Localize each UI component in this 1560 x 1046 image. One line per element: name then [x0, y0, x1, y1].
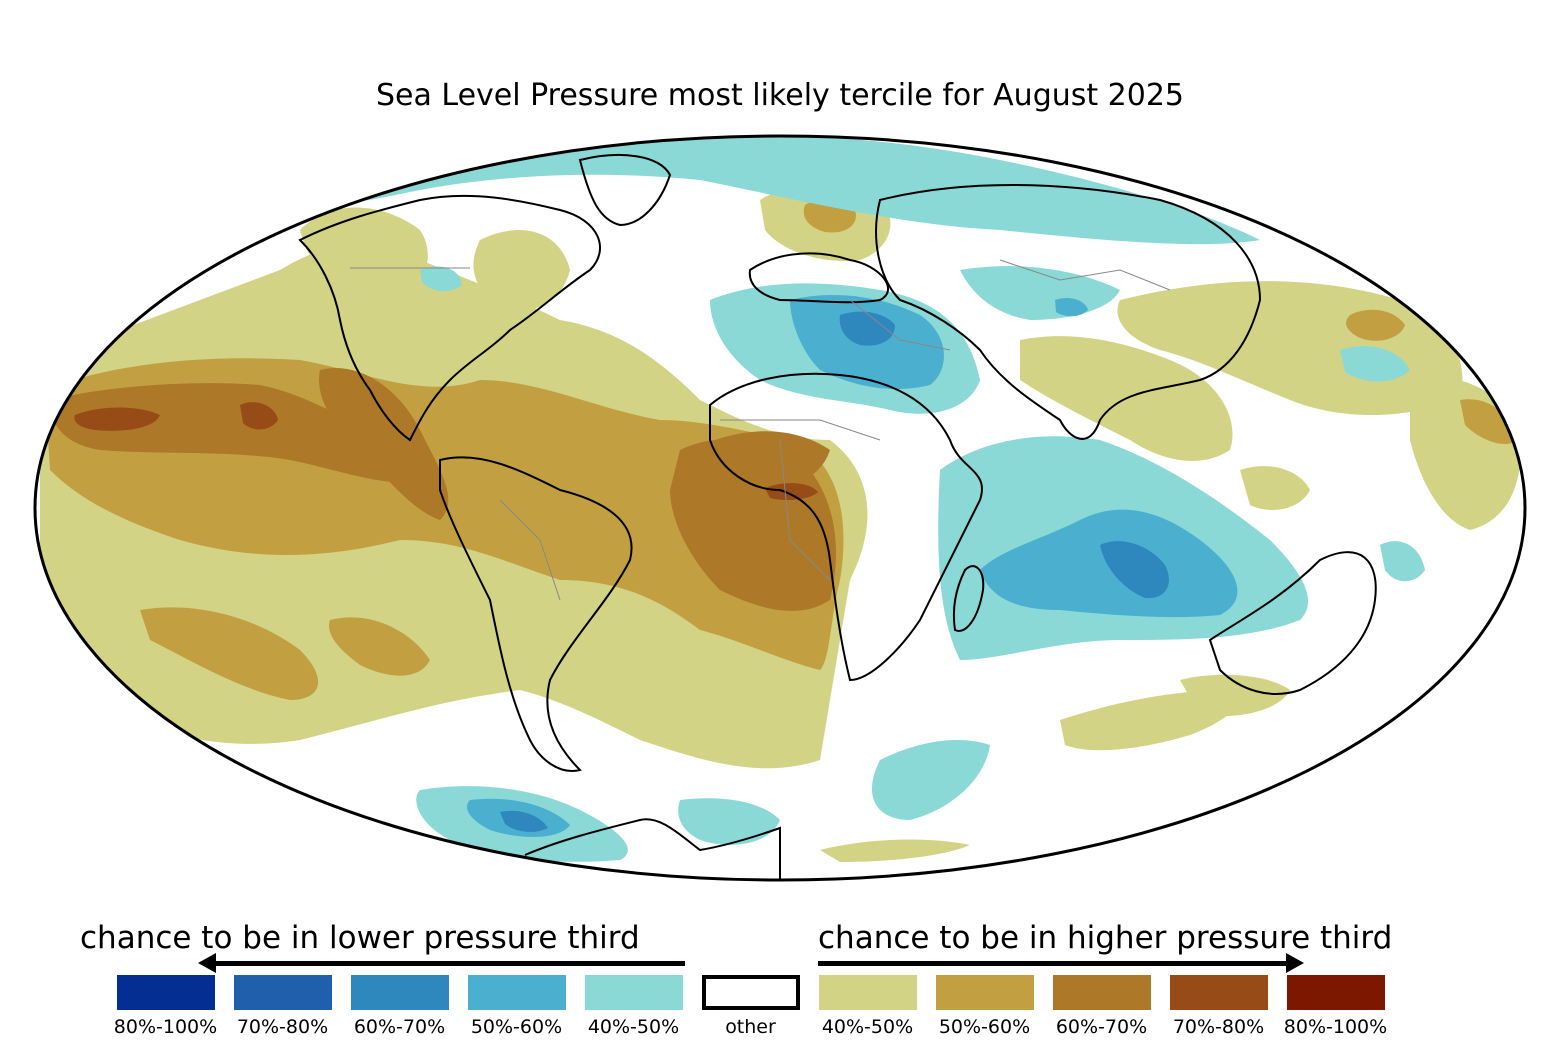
coastlines — [298, 154, 1377, 880]
region-higher-70-80-east-pacific-core-2 — [240, 402, 278, 430]
legend-label: 80%-100% — [1283, 1016, 1388, 1038]
legend-swatch-higher-40-50 — [819, 975, 917, 1010]
legend-swatch-lower-50-60 — [468, 975, 566, 1010]
region-higher-40-50-canada — [300, 207, 428, 300]
legend-label: 40%-50% — [587, 1016, 680, 1038]
region-lower-40-50-weddell — [678, 798, 780, 845]
country-borders — [350, 259, 1171, 601]
globe-outline — [33, 134, 1527, 882]
region-lower-40-50-arctic — [300, 136, 1260, 245]
legend-swatch-lower-80-100 — [117, 975, 215, 1010]
left-arrow-icon — [212, 961, 685, 966]
legend-swatch-lower-40-50 — [585, 975, 683, 1010]
region-higher-60-70-central-america — [319, 368, 449, 520]
region-higher-50-60-south-pacific — [140, 607, 319, 700]
region-lower-40-50-canada — [420, 266, 462, 292]
map-fields — [35, 136, 1525, 880]
legend-label: 50%-60% — [470, 1016, 563, 1038]
left-arrow-head-icon — [198, 953, 216, 973]
region-lower-40-50-australia-east — [1380, 541, 1425, 582]
world-map — [33, 134, 1527, 882]
legend-label: 50%-60% — [938, 1016, 1031, 1038]
legend-label: other — [725, 1016, 776, 1038]
region-higher-40-50-tasman — [1180, 674, 1290, 717]
map-title: Sea Level Pressure most likely tercile f… — [375, 78, 1185, 113]
region-higher-40-50-labrador — [473, 230, 570, 310]
lower-tercile-heading: chance to be in lower pressure third — [80, 920, 640, 956]
region-lower-50-60-central-asia — [1055, 298, 1088, 317]
region-higher-50-60-east-pacific-right — [1460, 399, 1518, 445]
region-higher-50-60-south-pacific-2 — [329, 617, 430, 676]
legend-swatch-lower-70-80 — [234, 975, 332, 1010]
legend-swatch-other — [702, 975, 800, 1010]
region-higher-40-50-indonesia — [1240, 466, 1310, 510]
legend-swatch-higher-70-80 — [1170, 975, 1268, 1010]
region-higher-70-80-east-pacific-core — [74, 407, 160, 431]
right-arrow-head-icon — [1286, 953, 1304, 973]
region-higher-60-70-east-pacific — [50, 383, 433, 483]
legend-swatch-higher-50-60 — [936, 975, 1034, 1010]
region-higher-70-80-gulf-of-guinea — [765, 483, 818, 500]
legend-label: 60%-70% — [1055, 1016, 1148, 1038]
region-lower-40-50-north-pacific — [1340, 346, 1410, 382]
higher-tercile-heading: chance to be in higher pressure third — [818, 920, 1393, 956]
right-arrow-icon — [818, 961, 1291, 966]
region-lower-60-70-southern-ocean — [500, 810, 548, 832]
region-higher-40-50-southern-strip — [820, 839, 970, 862]
legend-swatch-higher-60-70 — [1053, 975, 1151, 1010]
region-lower-60-70-mediterranean — [839, 311, 895, 346]
legend-label: 60%-70% — [353, 1016, 446, 1038]
legend-label: 40%-50% — [821, 1016, 914, 1038]
region-higher-50-60-nw-pacific — [1346, 309, 1405, 341]
legend-swatch-lower-60-70 — [351, 975, 449, 1010]
legend-label: 70%-80% — [1172, 1016, 1265, 1038]
region-lower-40-50-south-atlantic — [871, 740, 990, 820]
legend-label: 70%-80% — [236, 1016, 329, 1038]
legend-label: 80%-100% — [113, 1016, 218, 1038]
region-higher-40-50-south-indian — [1060, 690, 1238, 751]
region-lower-60-70-indian-ocean — [1100, 541, 1169, 599]
legend-swatch-higher-80-100 — [1287, 975, 1385, 1010]
region-higher-60-70-west-africa — [715, 431, 830, 484]
